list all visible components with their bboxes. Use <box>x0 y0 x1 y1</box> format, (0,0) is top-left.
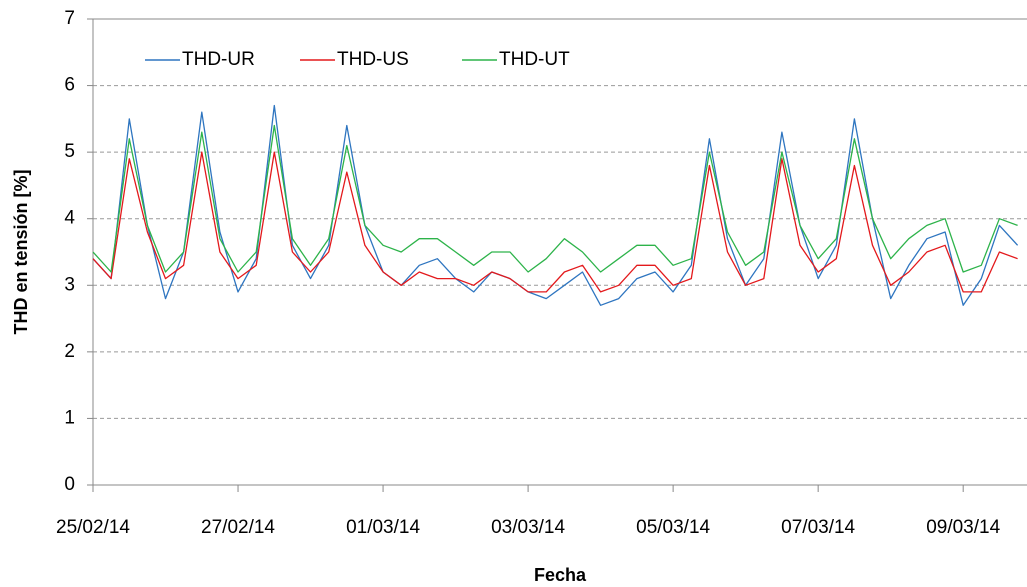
y-axis-title: THD en tensión [%] <box>11 170 31 335</box>
x-tick-label: 27/02/14 <box>201 517 275 538</box>
y-tick-label: 3 <box>64 274 75 295</box>
data-line <box>92 151 1018 293</box>
y-tick-label: 5 <box>64 141 75 162</box>
x-tick-label: 03/03/14 <box>491 517 565 538</box>
legend-label: THD-UR <box>182 49 255 70</box>
y-tick-label: 2 <box>64 341 75 362</box>
x-tick-label: 01/03/14 <box>346 517 420 538</box>
x-tick-label: 09/03/14 <box>926 517 1000 538</box>
x-tick-label: 05/03/14 <box>636 517 710 538</box>
data-line <box>92 104 1019 306</box>
y-tick-label: 1 <box>64 407 75 428</box>
y-tick-label: 7 <box>64 8 75 29</box>
x-tick-label: 25/02/14 <box>56 517 130 538</box>
legend-label: THD-US <box>337 49 409 70</box>
y-tick-label: 4 <box>64 208 75 229</box>
data-line <box>92 124 1018 273</box>
x-axis-title: Fecha <box>534 565 587 585</box>
y-tick-label: 0 <box>64 474 75 495</box>
y-tick-label: 6 <box>64 75 75 96</box>
x-tick-label: 07/03/14 <box>781 517 855 538</box>
legend-label: THD-UT <box>499 49 570 70</box>
